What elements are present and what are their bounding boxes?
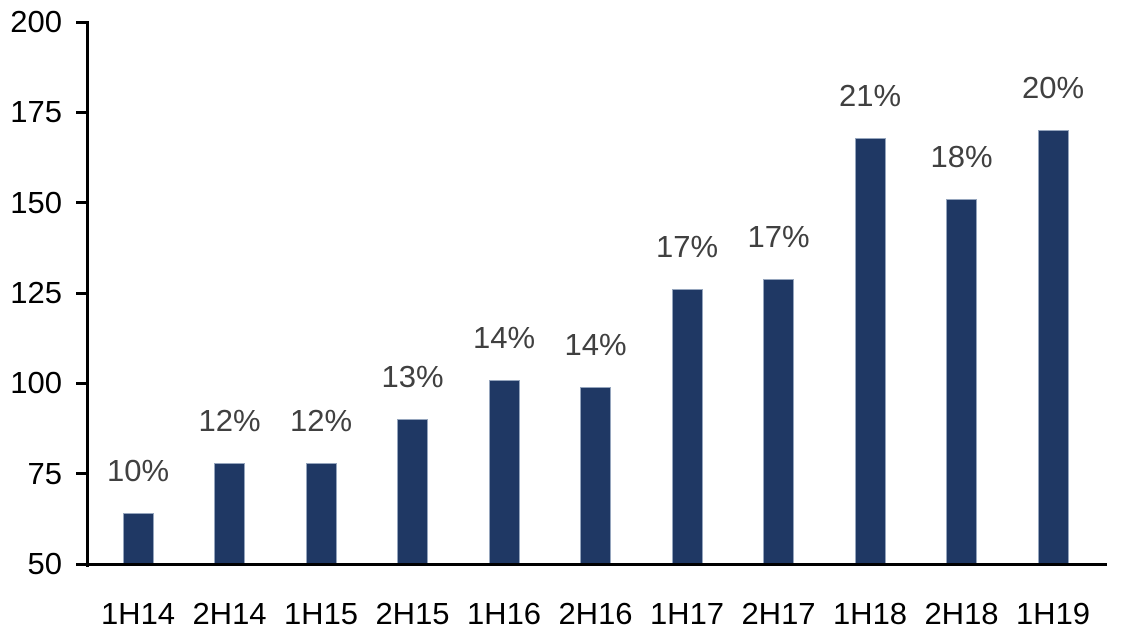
- bar-value-label: 21%: [838, 77, 902, 113]
- y-axis-tick-label: 125: [10, 275, 62, 310]
- y-axis-tick-label: 200: [10, 4, 62, 39]
- x-axis-category-label: 1H14: [100, 596, 176, 631]
- y-axis-tick-label: 175: [10, 94, 62, 130]
- x-axis-category-label: 1H17: [649, 596, 725, 631]
- bar: [1037, 130, 1069, 564]
- x-axis-category-label: 1H19: [1015, 596, 1091, 631]
- bar: [854, 137, 886, 564]
- x-axis-category-label: 1H15: [283, 596, 359, 631]
- y-axis-tick-mark: [76, 201, 86, 205]
- x-axis-category-label: 1H16: [466, 596, 542, 631]
- bar: [946, 199, 977, 564]
- bar-value-label: 12%: [289, 402, 353, 438]
- bar: [397, 419, 428, 564]
- bar-value-label: 14%: [472, 319, 536, 355]
- bar-value-label: 20%: [1021, 70, 1085, 106]
- x-axis-category-label: 2H14: [192, 596, 267, 631]
- bar-value-label: 17%: [655, 229, 719, 265]
- bar-value-label: 14%: [564, 326, 627, 362]
- x-axis-category-label: 2H16: [558, 596, 633, 631]
- x-axis-category-label: 2H17: [741, 596, 816, 631]
- bar-value-label: 17%: [747, 218, 810, 254]
- y-axis-tick-mark: [76, 291, 86, 295]
- bar-value-label: 13%: [381, 359, 444, 395]
- bar: [214, 462, 245, 564]
- bar-value-label: 12%: [198, 402, 261, 438]
- bar-value-label: 10%: [106, 453, 170, 489]
- x-axis-category-label: 2H15: [375, 596, 450, 631]
- bar: [122, 513, 154, 564]
- bar: [580, 386, 611, 564]
- x-axis-baseline: [79, 563, 1107, 566]
- y-axis-tick-label: 75: [27, 455, 62, 491]
- y-axis-tick-mark: [76, 472, 86, 476]
- y-axis-line: [86, 21, 89, 567]
- bar: [763, 278, 794, 564]
- x-axis-category-label: 1H18: [832, 596, 908, 631]
- bar: [305, 462, 337, 564]
- y-axis-tick-label: 150: [10, 184, 62, 220]
- bar-value-label: 18%: [930, 139, 993, 175]
- x-axis-category-label: 2H18: [924, 596, 999, 631]
- y-axis-tick-label: 50: [27, 546, 62, 581]
- y-axis-tick-label: 100: [10, 365, 62, 401]
- bar: [488, 379, 520, 564]
- y-axis-tick-mark: [76, 20, 86, 24]
- y-axis-tick-mark: [76, 381, 86, 385]
- bar: [671, 289, 703, 564]
- y-axis-tick-mark: [76, 110, 86, 114]
